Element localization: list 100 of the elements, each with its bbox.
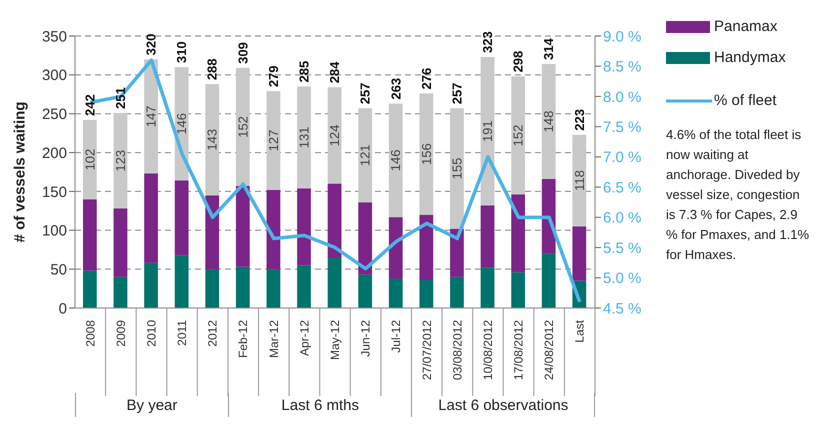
total-label: 285 xyxy=(296,60,312,83)
x-tick-label: 2012 xyxy=(206,320,220,347)
data-label: 152 xyxy=(510,124,526,146)
bar xyxy=(144,262,158,308)
bar xyxy=(174,180,189,256)
bar xyxy=(542,254,556,308)
x-tick-label: Jul-12 xyxy=(389,320,404,353)
y2-tick-label: 6.0 % xyxy=(603,210,642,227)
y2-tick-label: 9.0 % xyxy=(603,28,642,46)
bar xyxy=(511,194,525,272)
total-label: 257 xyxy=(449,82,464,104)
bar xyxy=(542,64,556,179)
y2-tick-label: 5.0 % xyxy=(603,270,642,288)
bar xyxy=(266,269,280,308)
data-label: 155 xyxy=(449,158,464,180)
bar xyxy=(205,84,220,196)
text: By year xyxy=(75,393,228,417)
data-label: 148 xyxy=(541,110,556,132)
x-tick-label: Apr-12 xyxy=(297,320,312,356)
y-tick-label: 250 xyxy=(42,106,67,124)
bar xyxy=(114,112,128,209)
y2-tick-label: 6.5 % xyxy=(603,179,642,196)
bar xyxy=(450,228,464,277)
bar xyxy=(419,94,434,215)
bar xyxy=(297,86,311,188)
total-label: 298 xyxy=(510,50,526,72)
x-tick-label: 03/08/2012 xyxy=(450,320,464,380)
bar xyxy=(419,214,434,280)
bar xyxy=(480,268,494,308)
total-label: 223 xyxy=(572,108,587,131)
y-tick-label: 350 xyxy=(42,28,67,46)
x-tick-label: 27/07/2012 xyxy=(420,320,434,380)
bar xyxy=(450,108,464,229)
bar xyxy=(328,87,342,184)
data-label: 102 xyxy=(82,148,98,170)
total-label: 309 xyxy=(235,42,250,64)
y2-tick-label: 7.5 % xyxy=(603,118,642,136)
total-label: 323 xyxy=(480,31,496,53)
bar xyxy=(328,184,342,258)
data-label: 147 xyxy=(144,106,159,128)
text: Last 6 observations xyxy=(411,393,595,417)
data-label: 127 xyxy=(266,130,281,152)
bar xyxy=(480,205,494,268)
total-label: 251 xyxy=(112,87,128,109)
bar xyxy=(388,217,403,278)
y-tick-label: 300 xyxy=(42,67,67,84)
y-tick-label: 200 xyxy=(42,144,67,162)
bar xyxy=(236,266,250,308)
bar xyxy=(419,280,434,308)
bar xyxy=(266,91,280,190)
data-label: 156 xyxy=(418,143,434,165)
data-label: 146 xyxy=(388,149,404,172)
bar xyxy=(358,202,372,275)
bar xyxy=(83,120,97,200)
bar xyxy=(572,226,586,281)
total-label: 257 xyxy=(358,82,373,104)
bar xyxy=(114,276,128,308)
x-tick-label: Mar-12 xyxy=(266,320,281,358)
x-tick-label: Jun-12 xyxy=(358,320,373,357)
legend-label: Handymax xyxy=(714,49,786,66)
total-label: 288 xyxy=(204,58,220,80)
x-tick-label: Last xyxy=(572,319,587,343)
bar xyxy=(358,108,372,202)
bar xyxy=(144,174,158,263)
bar xyxy=(83,270,97,308)
x-tick-label: 2011 xyxy=(175,320,190,346)
data-label: 152 xyxy=(235,116,250,138)
x-tick-label: 10/08/2012 xyxy=(480,320,495,380)
total-label: 310 xyxy=(174,41,190,64)
total-label: 279 xyxy=(266,65,281,88)
y2-tick-label: 7.0 % xyxy=(603,149,642,166)
data-label: 143 xyxy=(204,128,220,151)
y-tick-label: 150 xyxy=(42,184,67,201)
y2-tick-label: 5.5 % xyxy=(603,240,642,257)
bar xyxy=(328,257,342,308)
y-tick-label: 50 xyxy=(50,261,67,278)
text: 4.6% of the total fleet is now waiting at anchorage. Diveded by vessel size, congestion is 7.3 % for Capes, 2.9 % for Pmaxes, and 1.1% for Hmaxes. xyxy=(666,126,810,264)
total-label: 276 xyxy=(418,68,434,90)
y-axis-title: # of vessels waiting xyxy=(11,102,28,242)
bar xyxy=(236,68,250,186)
y2-tick-label: 8.0 % xyxy=(603,88,642,106)
total-label: 263 xyxy=(388,78,404,100)
bar xyxy=(297,188,311,266)
total-label: 314 xyxy=(541,38,556,60)
data-label: 124 xyxy=(327,124,342,146)
x-tick-label: 24/08/2012 xyxy=(542,320,556,380)
bar xyxy=(297,265,311,308)
x-tick-label: May-12 xyxy=(328,320,342,360)
bar xyxy=(266,190,280,270)
data-label: 146 xyxy=(174,112,190,135)
y-tick-label: 0 xyxy=(58,300,67,318)
x-tick-label: Feb-12 xyxy=(236,320,250,358)
data-label: 131 xyxy=(296,126,312,148)
bar xyxy=(388,278,403,308)
data-label: 121 xyxy=(358,144,373,166)
data-label: 118 xyxy=(572,170,587,191)
bar xyxy=(480,56,494,206)
total-label: 242 xyxy=(82,94,98,116)
bar xyxy=(388,104,403,218)
bar xyxy=(236,186,250,267)
